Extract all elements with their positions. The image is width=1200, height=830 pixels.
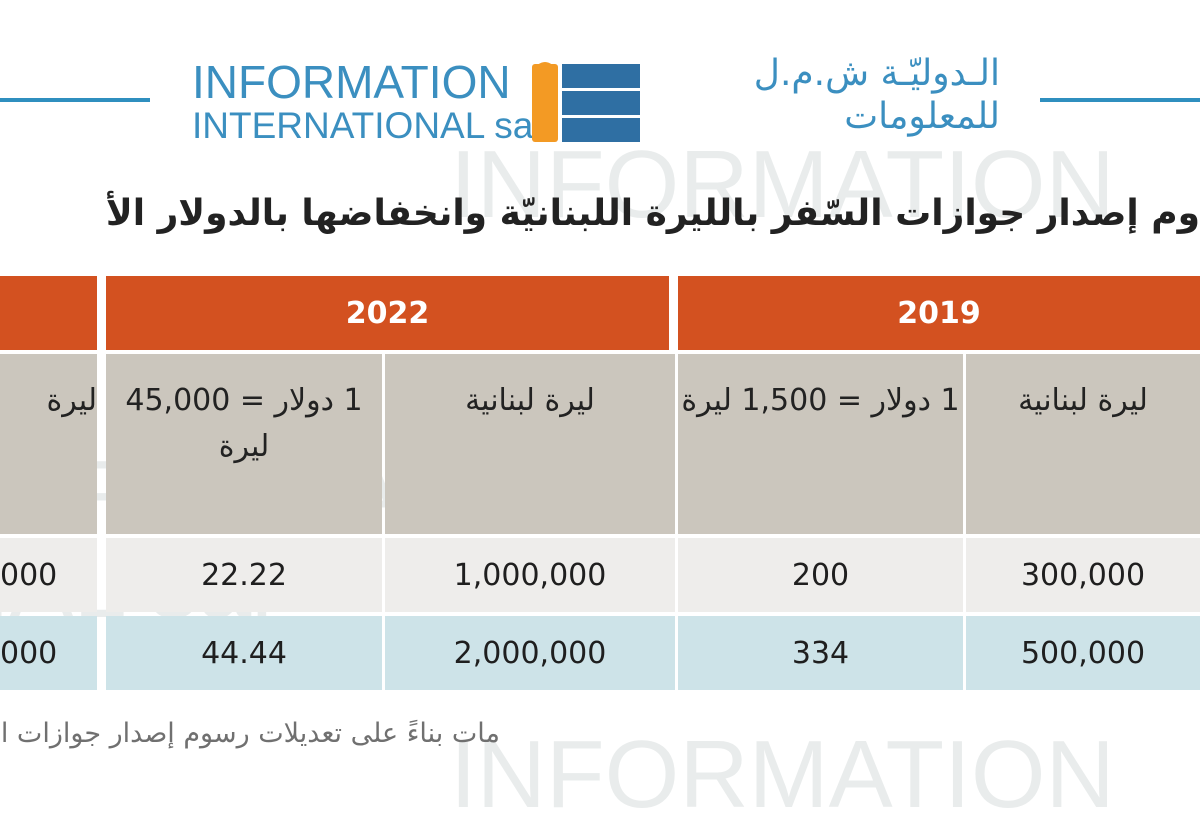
logo-mark-icon	[532, 62, 640, 142]
page-title: وم إصدار جوازات السّفر بالليرة اللبنانيّ…	[105, 193, 1200, 234]
table-cell: 22.22	[106, 538, 382, 612]
table-cell: 44.44	[106, 616, 382, 690]
table-cell: 200	[678, 538, 963, 612]
footnote: مات بناءً على تعديلات رسوم إصدار جوازات …	[0, 712, 1200, 762]
table-cell: 300,000	[966, 538, 1200, 612]
logo-arabic: الـدوليّـة ش.م.ل للمعلومات	[652, 52, 1000, 138]
header-divider-right	[1040, 98, 1200, 102]
logo-english-line1: INFORMATION	[192, 56, 511, 108]
logo-arabic-line1: الـدوليّـة ش.م.ل	[753, 53, 1000, 94]
subheader-lbp-2022: ليرة لبنانية	[385, 354, 675, 534]
logo-english-line2: INTERNATIONAL sal	[192, 105, 542, 146]
table-cell: 1,000,000	[385, 538, 675, 612]
table-cell: 000	[0, 538, 97, 612]
year-header-2022: 2022	[106, 276, 669, 350]
table-cell: 334	[678, 616, 963, 690]
year-header-partial	[0, 276, 97, 350]
year-header-2019: 2019	[678, 276, 1200, 350]
subheader-rate-2022: 1 دولار = 45,000 ليرة	[106, 354, 382, 534]
table-cell: 000	[0, 616, 97, 690]
table-cell: 500,000	[966, 616, 1200, 690]
footnote-text: مات بناءً على تعديلات رسوم إصدار جوازات …	[0, 718, 500, 749]
subheader-lbp-2019: ليرة لبنانية	[966, 354, 1200, 534]
logo-english: INFORMATION INTERNATIONAL sal	[192, 58, 542, 146]
header-divider-left	[0, 98, 150, 102]
table-cell: 2,000,000	[385, 616, 675, 690]
logo-arabic-line2: للمعلومات	[844, 96, 1000, 137]
subheader-rate-2019: 1 دولار = 1,500 ليرة	[678, 354, 963, 534]
subheader-partial: ليرة	[0, 354, 97, 534]
